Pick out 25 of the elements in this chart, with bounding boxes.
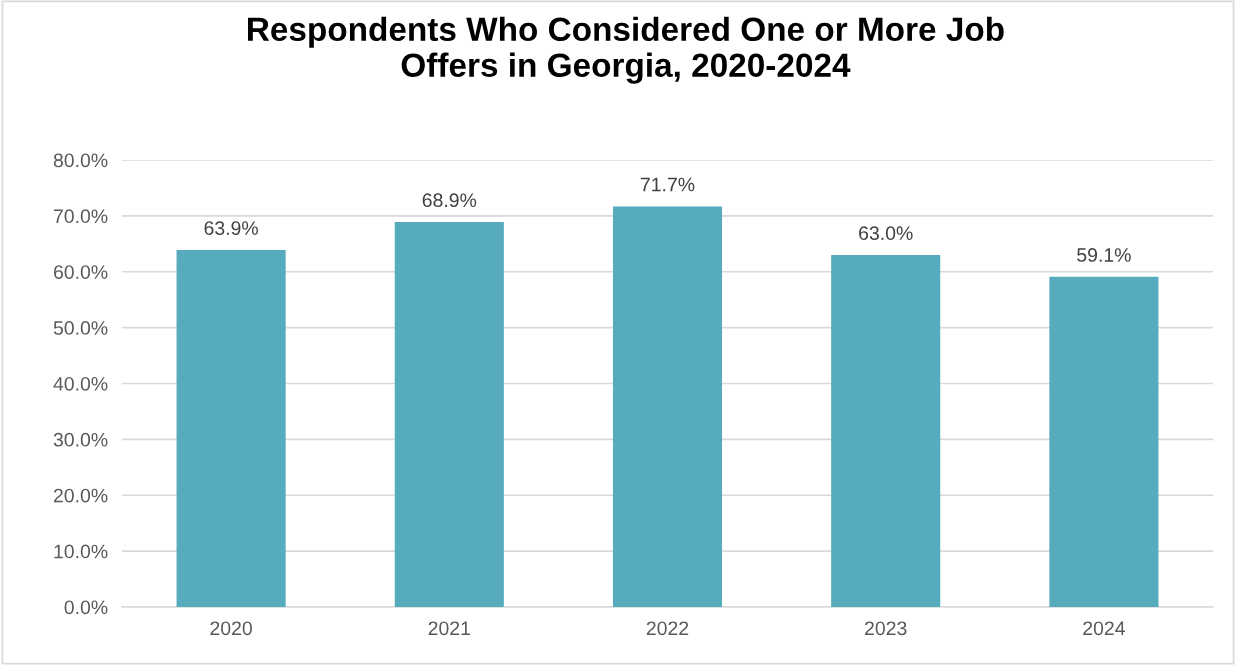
y-tick-label: 50.0% (53, 321, 108, 335)
x-tick-label: 2021 (428, 621, 470, 636)
x-tick-label: 2024 (1083, 621, 1125, 636)
data-label: 71.7% (640, 177, 695, 192)
x-tick-label: 2022 (646, 621, 689, 636)
x-tick-label: 2020 (210, 621, 252, 636)
bar (1049, 276, 1159, 607)
data-label: 59.1% (1077, 248, 1131, 262)
data-label: 68.9% (422, 193, 477, 208)
y-tick-label: 70.0% (53, 209, 108, 224)
bar (394, 222, 504, 607)
data-label: 63.9% (204, 221, 258, 235)
chart-title: Respondents Who Considered One or More Job Offers in Georgia, 2020-2024 (248, 16, 1004, 84)
bar (176, 249, 286, 607)
data-label: 63.0% (859, 226, 913, 241)
bar (612, 206, 723, 607)
y-tick-label: 40.0% (53, 376, 108, 391)
bar (831, 254, 941, 607)
y-tick-label: 30.0% (53, 432, 108, 447)
y-tick-label: 60.0% (53, 265, 108, 279)
x-tick-label: 2023 (865, 621, 907, 636)
y-tick-label: 10.0% (54, 544, 108, 559)
y-tick-label: 80.0% (53, 153, 108, 168)
y-tick-label: 0.0% (64, 600, 108, 615)
y-tick-label: 20.0% (53, 488, 108, 503)
